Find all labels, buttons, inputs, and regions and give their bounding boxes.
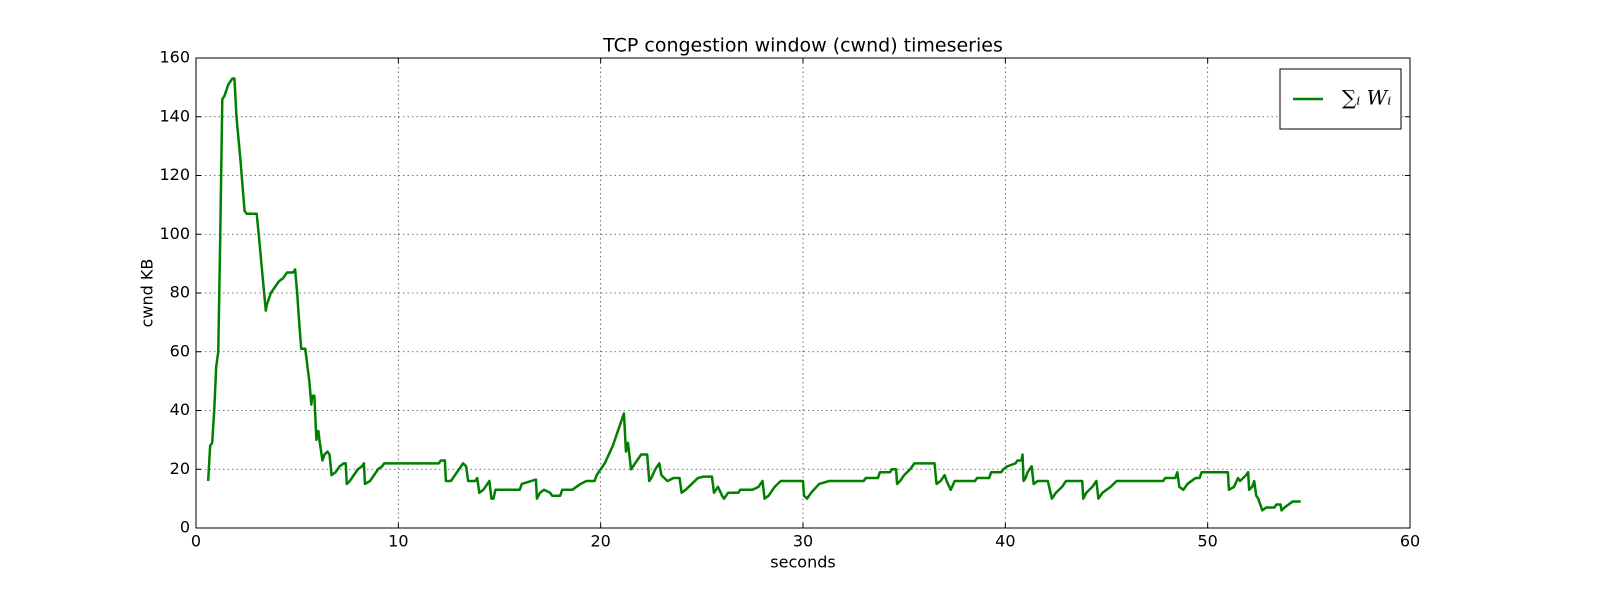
x-tick-label: 50: [1197, 532, 1217, 551]
plot-frame: [195, 57, 1411, 529]
y-tick-label: 40: [170, 400, 190, 419]
chart-title: TCP congestion window (cwnd) timeseries: [602, 35, 1003, 57]
x-tick-label: 40: [995, 532, 1015, 551]
x-tick-label: 10: [388, 532, 408, 551]
x-tick-label: 60: [1400, 532, 1420, 551]
y-tick-label: 100: [159, 224, 190, 243]
x-tick-label: 30: [793, 532, 813, 551]
y-tick-label: 160: [159, 48, 190, 67]
y-tick-label: 120: [159, 165, 190, 184]
y-axis-label: cwnd KB: [138, 259, 157, 328]
y-tick-label: 80: [170, 283, 190, 302]
x-tick-label: 20: [590, 532, 610, 551]
legend-label: ∑ᵢ Wᵢ: [1342, 86, 1391, 110]
y-tick-label: 140: [159, 106, 190, 125]
x-tick-label: 0: [191, 532, 201, 551]
x-axis-label: seconds: [770, 553, 835, 572]
y-tick-label: 20: [170, 459, 190, 478]
y-tick-label: 0: [180, 518, 190, 537]
series-line: [206, 77, 1301, 512]
y-tick-label: 60: [170, 341, 190, 360]
